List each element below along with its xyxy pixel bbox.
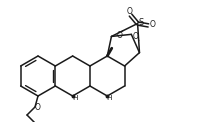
Text: S: S [139,18,144,27]
Text: H: H [106,95,112,101]
Text: O: O [116,30,122,40]
Text: O: O [133,32,139,41]
Text: O: O [150,20,155,29]
Text: H: H [72,95,77,101]
Text: O: O [35,103,41,112]
Text: O: O [126,7,132,16]
